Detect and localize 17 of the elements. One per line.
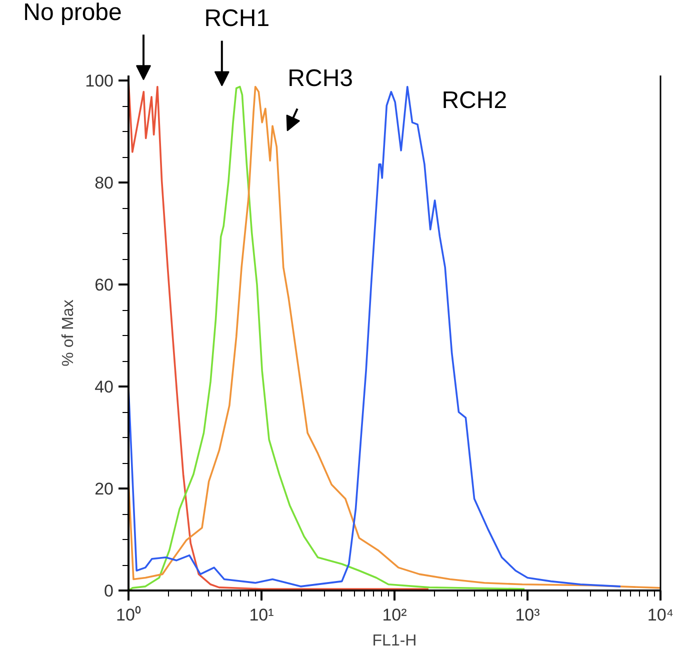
x-tick-label: 10³: [515, 606, 540, 624]
y-tick-label: 60: [94, 276, 114, 295]
series-label: RCH2: [442, 87, 508, 114]
x-axis-title: FL1-H: [372, 632, 417, 650]
series-label: RCH3: [288, 65, 354, 92]
y-tick-label: 0: [104, 582, 114, 600]
y-tick-label: 80: [94, 174, 114, 193]
x-tick-label: 10²: [382, 606, 408, 624]
x-tick-label: 10⁰: [116, 606, 141, 624]
y-tick-label: 100: [85, 72, 114, 91]
y-tick-label: 20: [94, 480, 114, 499]
text: No probe: [23, 0, 122, 26]
x-tick-label: 10⁴: [647, 606, 674, 624]
y-axis-title: % of Max: [60, 300, 78, 366]
y-tick-label: 40: [94, 378, 114, 397]
text: RCH1: [204, 5, 270, 32]
x-tick-label: 10¹: [249, 606, 274, 624]
